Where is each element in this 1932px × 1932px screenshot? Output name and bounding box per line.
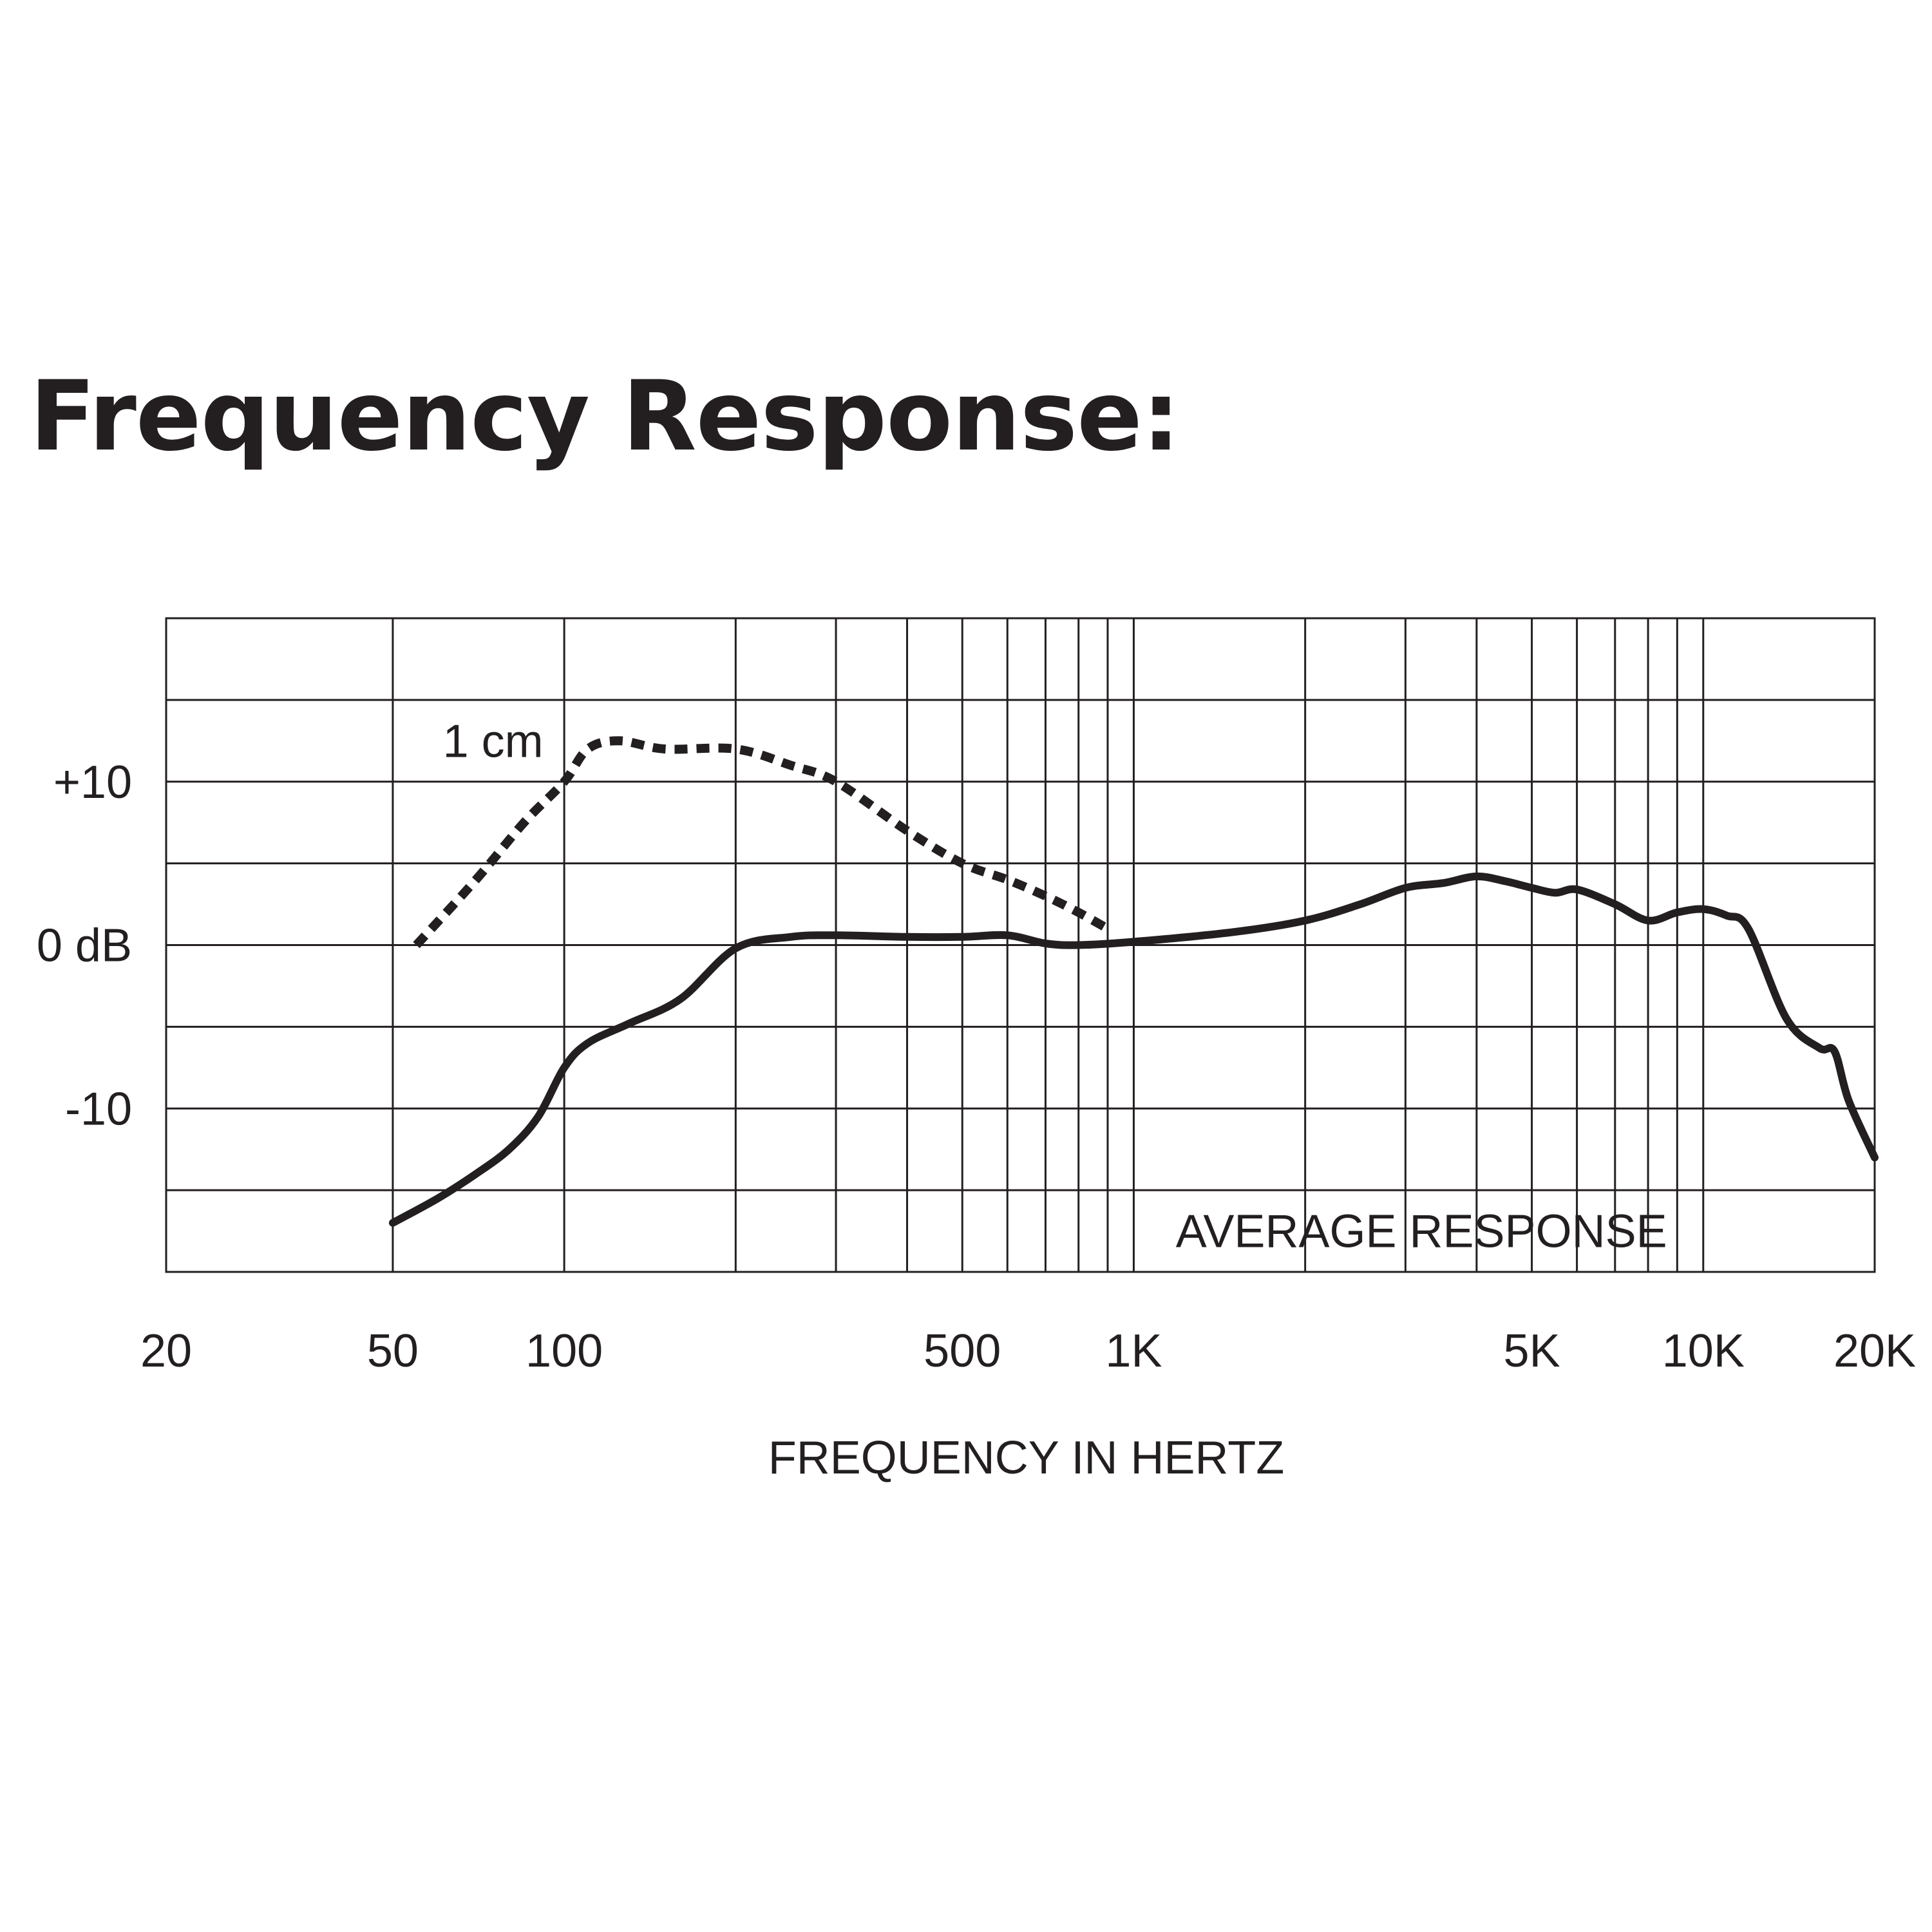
x-axis-label: FREQUENCY IN HERTZ [768, 1432, 1284, 1484]
page-title: Frequency Response: [30, 361, 1180, 473]
x-tick-label: 5K [1504, 1325, 1560, 1377]
x-tick-label: 20K [1833, 1325, 1916, 1377]
x-tick-label: 50 [367, 1325, 419, 1377]
x-tick-label: 1K [1105, 1325, 1162, 1377]
labels: 20 50 100 500 1K 5K 10K 20K +10 0 dB -10 FREQUENCY … [37, 715, 1916, 1484]
series-line-average-response [388, 872, 1879, 1227]
annotation-label: 1 cm [443, 715, 544, 767]
x-tick-label: 20 [140, 1325, 192, 1377]
y-tick-label: -10 [65, 1083, 132, 1135]
annotation-label: AVERAGE RESPONSE [1176, 1206, 1667, 1258]
series-line-1cm [413, 736, 1110, 949]
x-tick-label: 100 [526, 1325, 603, 1377]
series [388, 736, 1879, 1227]
y-tick-label: +10 [53, 757, 132, 808]
x-tick-label: 500 [923, 1325, 1001, 1377]
y-tick-label: 0 dB [37, 920, 132, 972]
x-tick-label: 10K [1662, 1325, 1745, 1377]
